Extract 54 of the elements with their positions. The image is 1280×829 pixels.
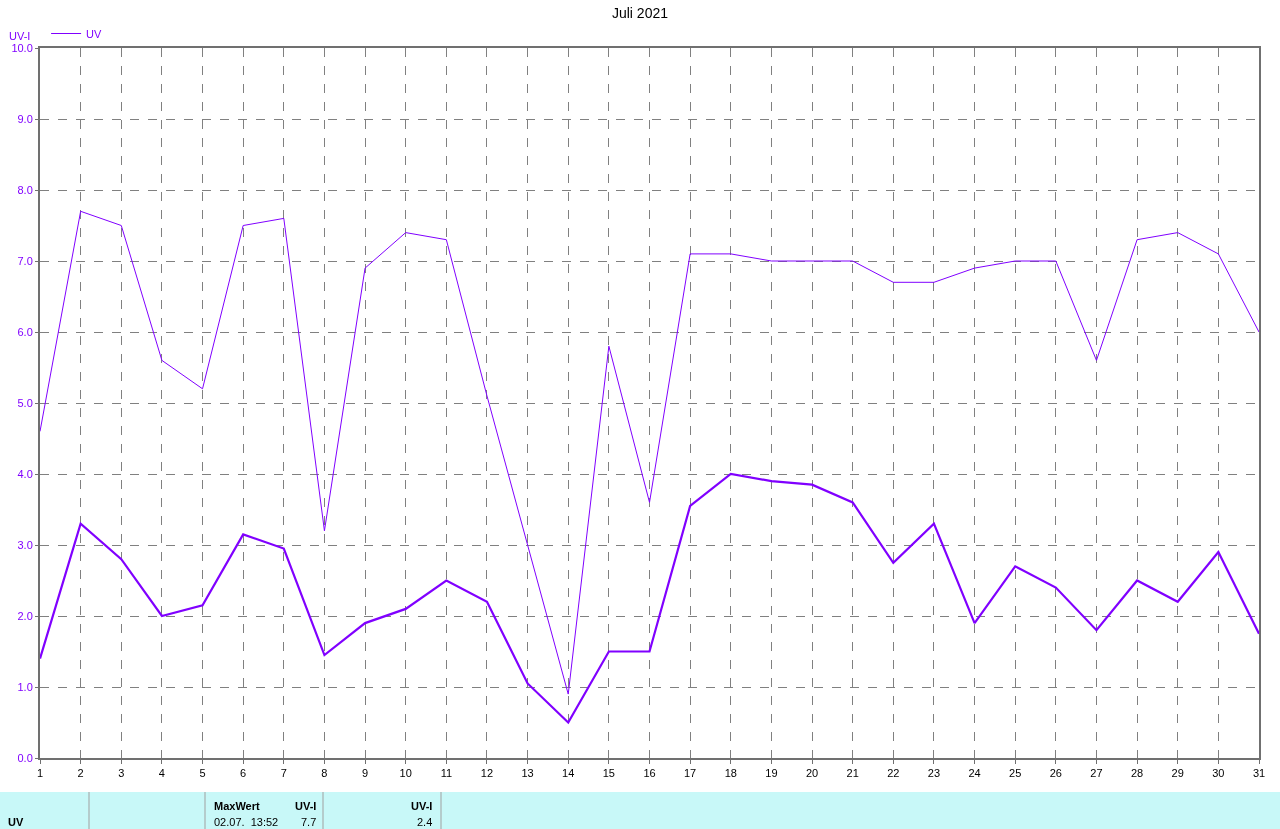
line-series — [40, 210, 1259, 695]
x-tick-label: 2 — [77, 767, 84, 780]
x-tick-label: 7 — [280, 767, 287, 780]
x-tick-label: 5 — [199, 767, 206, 780]
x-tick-label: 21 — [846, 767, 859, 780]
y-tick-label: 8.0 — [17, 183, 33, 196]
text: UV-I — [411, 800, 433, 812]
x-tick-label: 18 — [724, 767, 737, 780]
x-tick-label: 10 — [399, 767, 412, 780]
x-tick-label: 25 — [1009, 767, 1022, 780]
x-tick-label: 28 — [1130, 767, 1144, 780]
x-tick-label: 16 — [643, 767, 656, 780]
y-tick-label: 3.0 — [17, 538, 33, 551]
x-tick-label: 1 — [36, 767, 44, 780]
x-tick-label: 8 — [321, 767, 328, 780]
text: UV — [8, 816, 24, 828]
x-tick-label: 4 — [158, 767, 165, 780]
x-tick-label: 27 — [1090, 767, 1103, 780]
x-tick-label: 9 — [362, 767, 369, 780]
y-tick-label: 6.0 — [17, 325, 33, 338]
y-tick-label: 4.0 — [17, 467, 33, 480]
x-tick-label: 3 — [118, 767, 125, 780]
x-tick-label: 14 — [562, 767, 575, 780]
x-tick-label: 13 — [521, 767, 534, 780]
y-axis-title: UV-I — [9, 30, 31, 42]
x-tick-label: 19 — [765, 767, 778, 780]
x-tick-label: 31 — [1252, 767, 1266, 780]
x-tick-label: 20 — [805, 767, 819, 780]
x-tick-label: 17 — [684, 767, 697, 780]
x-tick-label: 12 — [480, 767, 494, 780]
text: 02.07. 13:52 — [214, 816, 279, 828]
text: UV-I — [295, 800, 317, 812]
y-tick-label: 2.0 — [17, 609, 33, 622]
y-tick-label: 7.0 — [17, 254, 33, 267]
y-tick-label: 10.0 — [11, 41, 33, 54]
y-tick-label: 5.0 — [17, 396, 33, 409]
x-tick-label: 11 — [440, 767, 453, 780]
x-tick-label: 15 — [602, 767, 615, 780]
x-tick-label: 22 — [887, 767, 900, 780]
text: 2.4 — [417, 816, 433, 828]
text: 7.7 — [301, 816, 317, 828]
y-tick-label: 9.0 — [17, 112, 33, 125]
x-tick-label: 26 — [1049, 767, 1062, 780]
chart-title: Juli 2021 — [611, 4, 669, 21]
legend-label: UV — [86, 27, 103, 40]
line-series — [40, 472, 1259, 724]
x-tick-label: 6 — [240, 767, 247, 780]
text: MaxWert — [214, 800, 260, 812]
y-tick-label: 0.0 — [17, 751, 33, 764]
y-tick-label: 1.0 — [17, 680, 33, 693]
x-tick-label: 24 — [968, 767, 981, 780]
x-tick-label: 23 — [927, 767, 941, 780]
x-tick-label: 30 — [1212, 767, 1225, 780]
x-tick-label: 29 — [1171, 767, 1184, 780]
